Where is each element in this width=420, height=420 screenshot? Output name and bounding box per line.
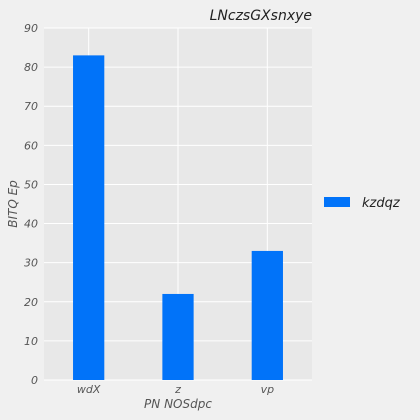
y-tick-label: 0 [31,374,38,387]
chart-title: LNczsGXsnxye [210,8,312,24]
x-axis-label: PN NOSdpc [144,397,212,411]
y-tick-label: 60 [24,139,38,152]
y-axis-label: BITQ Ep [6,180,20,228]
x-tick-label: z [174,383,181,396]
y-tick-label: 10 [24,335,38,348]
bar-wdX [73,55,104,380]
y-tick-label: 30 [24,257,38,270]
legend-label: kzdqz [362,196,401,211]
y-tick-label: 50 [24,178,38,191]
legend: kzdqz [324,196,401,211]
y-tick-label: 20 [24,296,38,309]
x-tick-label: wdX [77,383,101,396]
bar-z [162,294,193,380]
y-axis-ticks: 0 10 20 30 40 50 60 70 80 90 [24,22,38,387]
y-tick-label: 90 [24,22,38,35]
y-tick-label: 70 [24,100,38,113]
y-tick-label: 40 [24,218,38,231]
x-axis-ticks: wdX z vp [77,383,274,396]
bar-vp [252,251,283,380]
legend-swatch [324,197,350,207]
x-tick-label: vp [261,383,275,396]
y-tick-label: 80 [24,61,38,74]
